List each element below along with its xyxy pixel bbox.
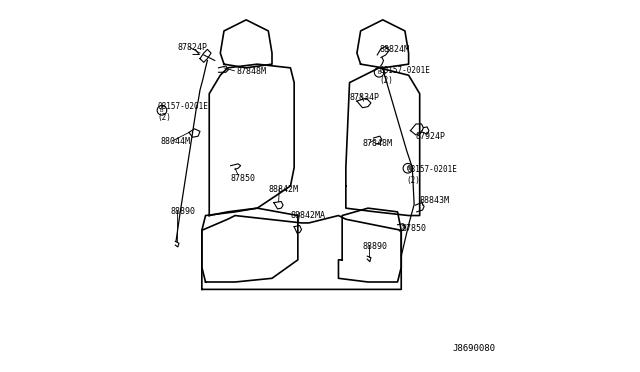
Text: 87850: 87850	[401, 224, 426, 233]
Text: 87924P: 87924P	[416, 132, 446, 141]
Text: 87834P: 87834P	[349, 93, 380, 102]
Text: 87824P: 87824P	[178, 43, 208, 52]
Text: 87848M: 87848M	[362, 139, 392, 148]
Text: 08157-0201E
(2): 08157-0201E (2)	[379, 65, 430, 85]
Text: J8690080: J8690080	[453, 344, 496, 353]
Text: 87850: 87850	[230, 174, 255, 183]
Text: B: B	[377, 70, 381, 75]
Text: B: B	[406, 166, 410, 171]
Text: 88842M: 88842M	[268, 185, 298, 194]
Text: 08157-0201E
(2): 08157-0201E (2)	[407, 165, 458, 185]
Text: 88843M: 88843M	[420, 196, 450, 205]
Text: B: B	[160, 108, 163, 113]
Text: 88890: 88890	[170, 207, 195, 217]
Text: 88890: 88890	[362, 243, 387, 251]
Text: 88842MA: 88842MA	[291, 211, 326, 220]
Text: 87848M: 87848M	[237, 67, 267, 76]
Text: 88044M: 88044M	[161, 137, 191, 146]
Text: 08157-0201E
(2): 08157-0201E (2)	[157, 102, 209, 122]
Text: 88824M: 88824M	[379, 45, 409, 54]
